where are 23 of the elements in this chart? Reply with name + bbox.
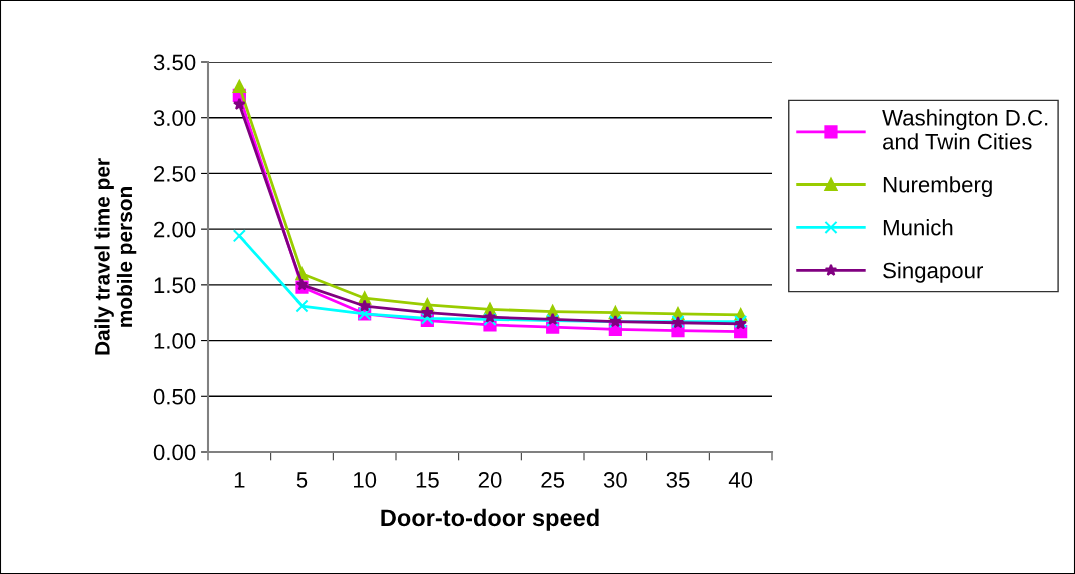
x-tick-label: 25	[541, 472, 565, 488]
x-tick-label: 35	[666, 472, 690, 488]
y-tick-label: 0.00	[153, 444, 196, 461]
x-tick-label: 10	[354, 472, 377, 488]
x-tick-label: 20	[478, 472, 502, 488]
x-tick-label: 15	[416, 472, 439, 488]
x-tick-label: 40	[728, 472, 753, 488]
legend-label: Washington D.C. and Twin Cities	[882, 109, 1048, 150]
x-tick-label: 5	[296, 472, 308, 488]
x-axis-title: Door-to-door speed	[381, 508, 599, 531]
x-tick-label: 1	[234, 472, 245, 488]
y-tick-label: 2.00	[154, 221, 196, 238]
legend-label: Singapour	[883, 262, 984, 283]
y-tick-label: 1.00	[154, 333, 196, 349]
y-tick-label: 0.50	[153, 388, 196, 405]
y-tick-label: 1.50	[154, 277, 196, 294]
y-tick-label: 2.50	[154, 165, 196, 182]
legend-label: Nuremberg	[883, 176, 992, 197]
y-tick-label: 3.00	[153, 110, 196, 126]
legend-label: Munich	[883, 219, 953, 236]
y-axis-title: Daily travel time per mobile person	[94, 158, 137, 355]
y-tick-label: 3.50	[153, 54, 196, 71]
x-tick-label: 30	[603, 472, 627, 488]
